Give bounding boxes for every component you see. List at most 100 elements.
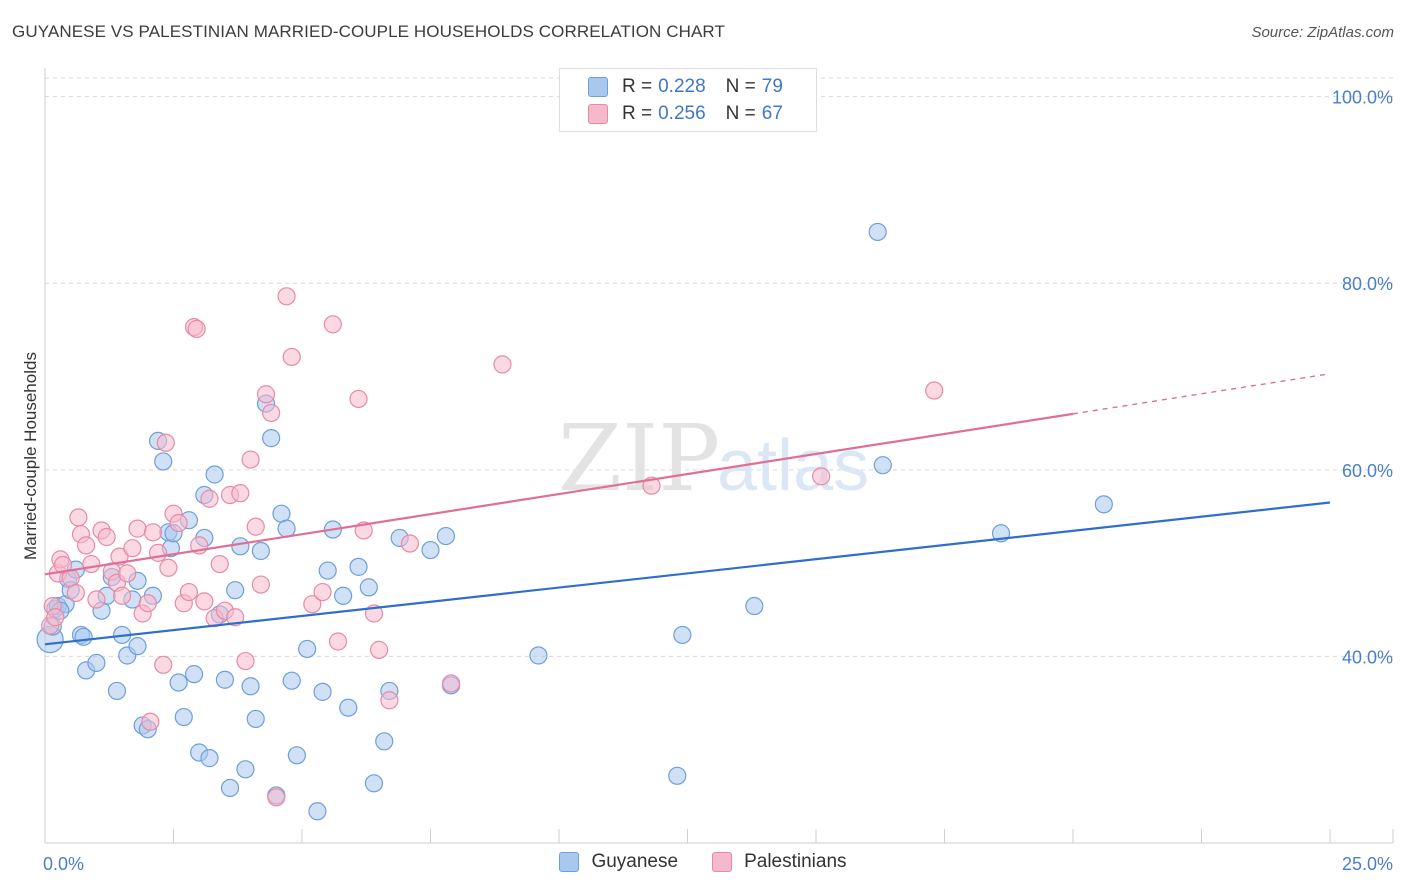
y-tick-labels: 40.0% 60.0% 80.0% 100.0%	[1332, 88, 1393, 668]
point-palestinians	[277, 287, 296, 306]
legend-n-label: N =	[725, 103, 756, 124]
point-palestinians	[349, 389, 368, 409]
point-palestinians	[210, 554, 229, 574]
point-palestinians	[236, 651, 255, 671]
point-palestinians	[82, 554, 101, 574]
point-palestinians	[156, 433, 175, 452]
y-tick-label: 60.0%	[1342, 461, 1393, 481]
series-guyanese	[36, 222, 1113, 821]
point-guyanese	[364, 774, 384, 793]
point-guyanese	[128, 637, 147, 656]
y-tick-label: 100.0%	[1332, 88, 1393, 108]
legend-item-guyanese[interactable]: Guyanese	[559, 851, 678, 873]
legend-item-palestinians[interactable]: Palestinians	[712, 851, 847, 873]
point-guyanese	[231, 537, 250, 556]
point-palestinians	[241, 450, 260, 469]
point-palestinians	[200, 489, 219, 508]
trend-line-guyanese	[44, 501, 1331, 646]
point-palestinians	[380, 691, 399, 710]
point-palestinians	[169, 513, 188, 533]
legend-label-palestinians: Palestinians	[744, 851, 847, 872]
point-palestinians	[323, 315, 342, 334]
point-palestinians	[187, 319, 206, 339]
legend-n-label: N =	[725, 76, 756, 97]
point-guyanese	[277, 519, 296, 538]
point-palestinians	[123, 539, 142, 558]
point-palestinians	[441, 674, 461, 693]
legend: R = 0.228 N = 79 R = 0.256 N = 67	[559, 68, 817, 132]
point-guyanese	[745, 596, 764, 616]
legend-n-value: 67	[761, 103, 783, 124]
point-palestinians	[118, 564, 137, 583]
point-guyanese	[262, 429, 281, 448]
point-guyanese	[236, 760, 255, 779]
point-palestinians	[282, 347, 301, 367]
source-label: Source: ZipAtlas.com	[1251, 24, 1394, 41]
point-guyanese	[529, 646, 548, 665]
x-tick-label-max: 25.0%	[1342, 854, 1393, 874]
trend-lines	[44, 373, 1331, 646]
point-guyanese	[673, 625, 692, 645]
point-guyanese	[313, 682, 332, 701]
point-guyanese	[298, 639, 317, 659]
point-palestinians	[46, 608, 65, 627]
point-palestinians	[303, 595, 322, 614]
point-guyanese	[174, 707, 193, 727]
trend-line-palestinians-extension	[1072, 373, 1331, 415]
point-guyanese	[87, 653, 106, 673]
point-palestinians	[370, 640, 389, 659]
point-guyanese	[873, 456, 892, 475]
watermark: ZIP atlas	[558, 405, 869, 512]
point-palestinians	[925, 381, 944, 400]
point-guyanese	[107, 681, 127, 701]
point-palestinians	[87, 590, 106, 609]
point-guyanese	[226, 581, 245, 600]
point-palestinians	[159, 558, 178, 577]
chart-title: GUYANESE VS PALESTINIAN MARRIED-COUPLE H…	[12, 22, 725, 41]
point-palestinians	[262, 403, 281, 423]
point-guyanese	[318, 561, 337, 580]
point-palestinians	[256, 385, 276, 404]
y-axis-label: Married-couple Households	[21, 352, 40, 560]
point-palestinians	[251, 575, 270, 594]
point-guyanese	[868, 222, 887, 242]
point-guyanese	[308, 802, 327, 821]
legend-row-guyanese: R = 0.228 N = 79	[588, 74, 783, 100]
point-palestinians	[812, 467, 831, 486]
point-guyanese	[169, 673, 188, 692]
point-guyanese	[184, 665, 204, 684]
point-palestinians	[97, 527, 116, 547]
point-palestinians	[112, 586, 132, 605]
axes	[44, 68, 1394, 844]
point-guyanese	[154, 452, 173, 471]
point-guyanese	[421, 540, 440, 560]
point-palestinians	[231, 484, 250, 503]
point-guyanese	[74, 627, 93, 646]
point-guyanese	[220, 778, 240, 798]
point-palestinians	[313, 582, 332, 602]
point-palestinians	[493, 355, 512, 374]
point-guyanese	[251, 541, 270, 561]
x-tick-label-min: 0.0%	[43, 854, 84, 874]
point-guyanese	[241, 677, 260, 696]
point-guyanese	[205, 465, 224, 484]
point-guyanese	[1094, 495, 1113, 514]
point-palestinians	[246, 517, 265, 536]
point-palestinians	[195, 592, 214, 611]
point-palestinians	[69, 508, 88, 527]
point-palestinians	[77, 536, 96, 555]
legend-row-palestinians: R = 0.256 N = 67	[588, 101, 783, 127]
point-palestinians	[179, 582, 199, 602]
point-guyanese	[200, 749, 219, 768]
point-guyanese	[246, 709, 265, 729]
point-guyanese	[334, 586, 353, 605]
point-palestinians	[642, 476, 661, 495]
legend-r-label: R =	[622, 103, 653, 124]
point-palestinians	[154, 655, 173, 674]
point-palestinians	[143, 523, 163, 542]
point-palestinians	[110, 547, 129, 566]
legend-r-label: R =	[622, 76, 653, 97]
legend-r-value: 0.228	[658, 76, 706, 97]
legend-r-value: 0.256	[658, 103, 706, 124]
